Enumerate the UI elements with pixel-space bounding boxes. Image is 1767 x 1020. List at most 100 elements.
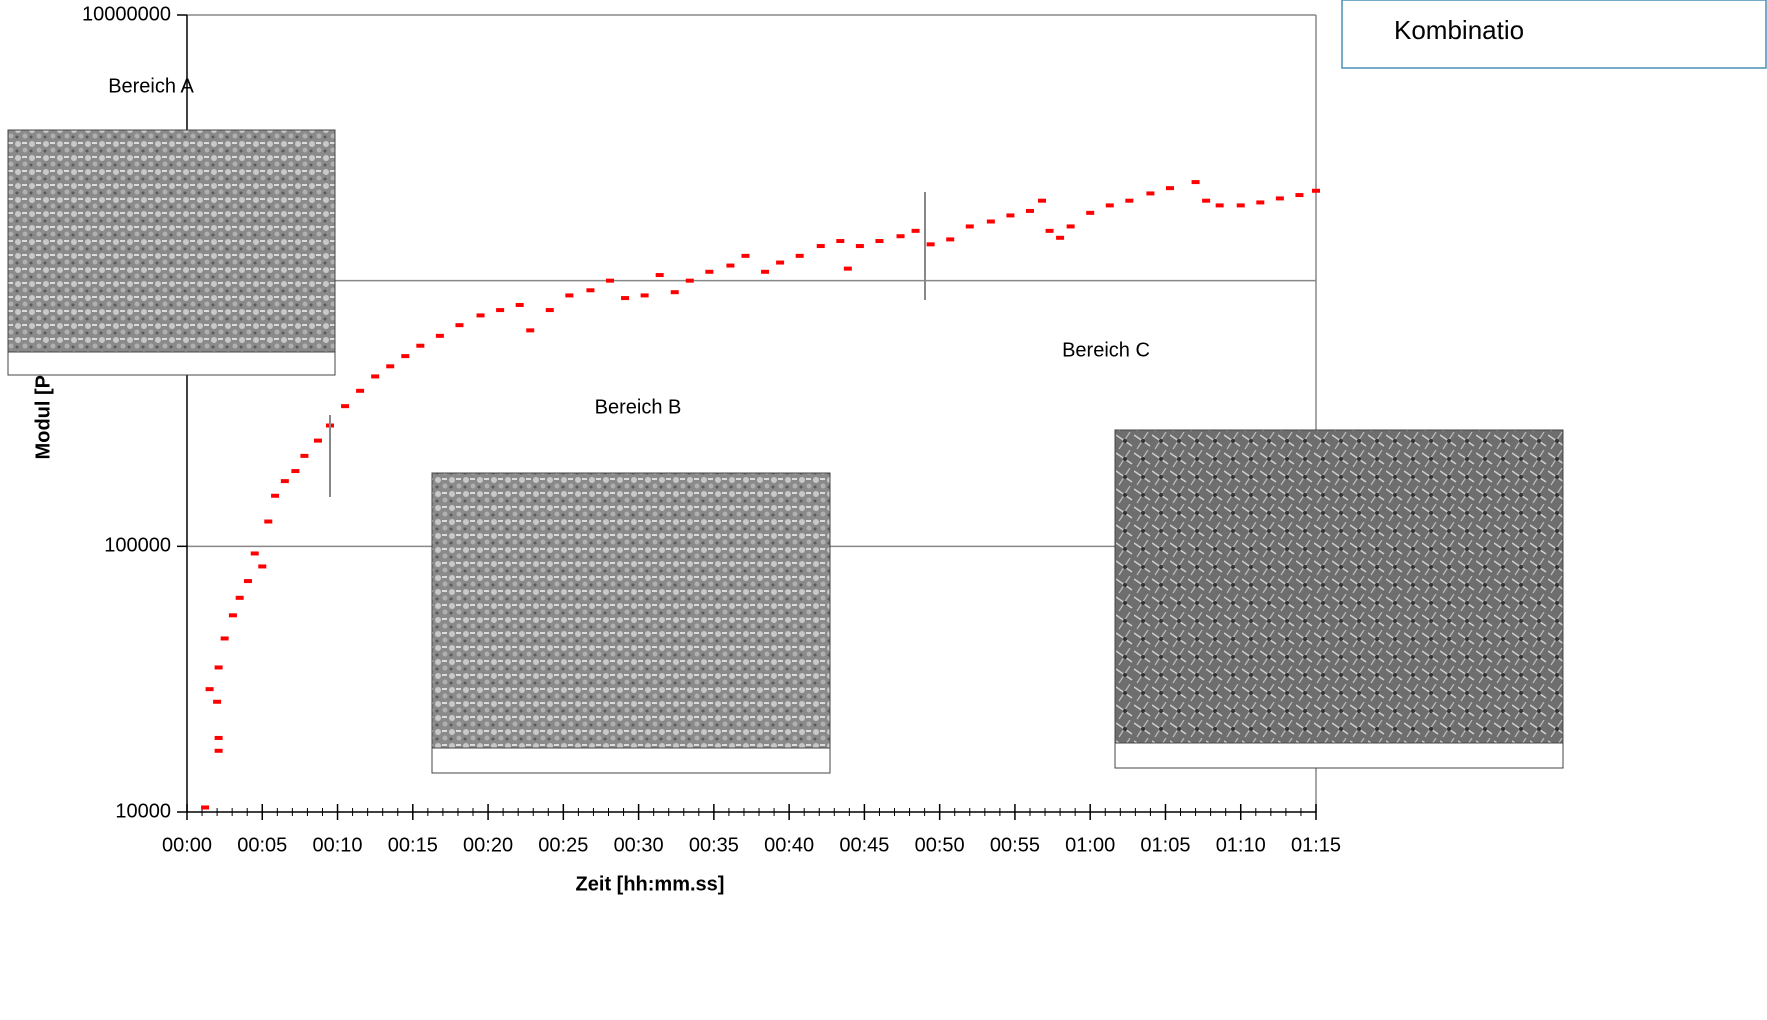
point: [1215, 203, 1224, 208]
point: [386, 364, 395, 369]
point: [496, 308, 505, 313]
x-tick-label: 01:05: [1140, 834, 1190, 856]
legend-box: [1341, 0, 1767, 69]
point: [741, 253, 750, 258]
point: [371, 374, 380, 379]
point: [1056, 235, 1065, 240]
x-tick-label: 00:10: [313, 834, 363, 856]
point: [526, 328, 535, 333]
annotation: Bereich A: [108, 75, 194, 97]
point: [1025, 208, 1034, 213]
x-tick-label: 00:50: [915, 834, 965, 856]
point: [1125, 198, 1134, 203]
point: [1146, 191, 1155, 196]
x-tick-label: 00:25: [538, 834, 588, 856]
point: [264, 519, 273, 524]
point: [795, 253, 804, 258]
point: [761, 269, 770, 274]
point: [1191, 180, 1200, 185]
point: [356, 388, 365, 393]
point: [258, 564, 267, 569]
y-axis-label: Modul [P: [32, 375, 54, 459]
point: [776, 260, 785, 265]
point: [726, 263, 735, 268]
y-tick-label: 100000: [104, 535, 171, 557]
point: [621, 296, 630, 301]
point: [670, 290, 679, 295]
point: [1275, 196, 1284, 201]
point: [300, 453, 309, 458]
point: [214, 665, 223, 670]
annotation: Bereich B: [595, 396, 682, 418]
sem-caption: [431, 747, 831, 774]
x-tick-label: 00:15: [388, 834, 438, 856]
point: [986, 219, 995, 224]
point: [341, 404, 350, 409]
x-tick-label: 01:10: [1216, 834, 1266, 856]
point: [271, 493, 280, 498]
point: [655, 273, 664, 278]
point: [1165, 186, 1174, 191]
y-tick-label: 10000: [115, 800, 171, 822]
x-tick-label: 00:40: [764, 834, 814, 856]
point: [875, 239, 884, 244]
point: [201, 805, 210, 810]
point: [455, 323, 464, 328]
x-tick-label: 00:35: [689, 834, 739, 856]
point: [946, 237, 955, 242]
point: [843, 266, 852, 271]
point: [220, 636, 229, 641]
point: [1295, 193, 1304, 198]
point: [545, 308, 554, 313]
x-tick-label: 00:30: [614, 834, 664, 856]
point: [228, 613, 237, 618]
point: [515, 302, 524, 307]
annotation: Bereich C: [1062, 339, 1150, 361]
point: [1006, 213, 1015, 218]
annotation: Kombinatio: [1394, 15, 1524, 45]
sem-caption: [1114, 742, 1564, 769]
point: [1038, 198, 1047, 203]
plot-area: 1000010000010000001000000000:0000:0500:1…: [82, 3, 1341, 856]
sem-image: [1114, 429, 1564, 769]
point: [605, 278, 614, 283]
point: [1086, 210, 1095, 215]
point: [416, 343, 425, 348]
point: [214, 735, 223, 740]
sem-image: [7, 129, 336, 376]
point: [586, 288, 595, 293]
x-tick-label: 00:55: [990, 834, 1040, 856]
point: [836, 239, 845, 244]
x-tick-label: 00:45: [839, 834, 889, 856]
point: [1045, 228, 1054, 233]
point: [1236, 203, 1245, 208]
x-tick-label: 00:20: [463, 834, 513, 856]
point: [926, 242, 935, 247]
x-tick-label: 01:15: [1291, 834, 1341, 856]
point: [1312, 188, 1320, 193]
point: [435, 333, 444, 338]
point: [1066, 224, 1075, 229]
sem-images: [7, 129, 1564, 774]
point: [235, 595, 244, 600]
point: [705, 269, 714, 274]
x-axis-label: Zeit [hh:mm.ss]: [576, 873, 725, 895]
point: [1202, 198, 1211, 203]
point: [855, 244, 864, 249]
x-tick-label: 01:00: [1065, 834, 1115, 856]
point: [250, 551, 259, 556]
point: [896, 234, 905, 239]
point: [640, 293, 649, 298]
y-tick-label: 10000000: [82, 3, 171, 25]
x-tick-label: 00:05: [237, 834, 287, 856]
point: [205, 687, 214, 692]
point: [313, 438, 322, 443]
point: [1105, 203, 1114, 208]
point: [214, 748, 223, 753]
point: [243, 579, 252, 584]
point: [213, 699, 222, 704]
point: [965, 224, 974, 229]
point: [911, 228, 920, 233]
sem-image: [431, 472, 831, 774]
